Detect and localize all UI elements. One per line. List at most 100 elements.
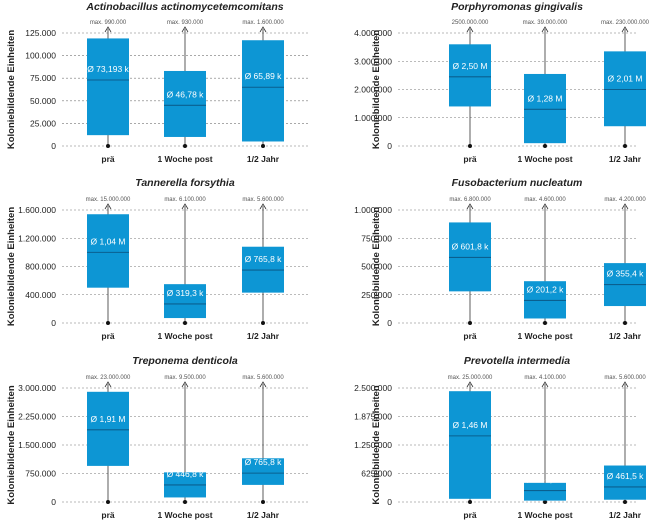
category-label: prä bbox=[463, 331, 477, 341]
mean-label: Ø 46,78 k bbox=[167, 89, 205, 99]
mean-label: Ø 1,04 M bbox=[91, 236, 126, 246]
y-tick-label: 0 bbox=[387, 497, 392, 507]
y-tick-label: 250.000 bbox=[361, 290, 392, 300]
mean-label: Ø 73,193 k bbox=[87, 64, 129, 74]
whisker-arrow bbox=[541, 203, 549, 210]
y-tick-label: 750.000 bbox=[25, 469, 56, 479]
chart-panel: Treponema denticola Koloniebildende Einhe… bbox=[6, 355, 308, 520]
whisker-arrow bbox=[259, 203, 267, 210]
whisker-arrow bbox=[259, 26, 267, 33]
max-label: max. 6.800.000 bbox=[449, 197, 491, 203]
min-point bbox=[261, 321, 265, 325]
y-axis-label: Koloniebildende Einheiten bbox=[371, 30, 382, 149]
mean-label: Ø 65,89 k bbox=[245, 71, 283, 81]
max-label: max. 9.500.000 bbox=[164, 375, 206, 381]
y-tick-label: 400.000 bbox=[25, 290, 56, 300]
y-tick-label: 2.000.000 bbox=[354, 85, 392, 95]
chart-panel: Porphyromonas gingivalis Koloniebildende … bbox=[354, 1, 650, 164]
chart-title: Tannerella forsythia bbox=[135, 177, 235, 189]
max-label: max. 39.000.000 bbox=[523, 20, 568, 26]
chart-title: Fusobacterium nucleatum bbox=[452, 177, 583, 189]
min-point bbox=[183, 321, 187, 325]
category-label: prä bbox=[101, 154, 115, 164]
y-axis-label: Koloniebildende Einheiten bbox=[371, 207, 382, 326]
box bbox=[524, 73, 566, 144]
min-point bbox=[468, 321, 472, 325]
max-label: max. 4.100.000 bbox=[524, 375, 566, 381]
y-tick-label: 1.000.000 bbox=[354, 113, 392, 123]
y-tick-label: 75.000 bbox=[30, 73, 56, 83]
whisker-arrow bbox=[181, 203, 189, 210]
category-label: 1 Woche post bbox=[517, 331, 572, 341]
box bbox=[242, 458, 284, 485]
y-tick-label: 125.000 bbox=[25, 28, 56, 38]
min-point bbox=[623, 321, 627, 325]
y-tick-label: 50.000 bbox=[30, 96, 56, 106]
box bbox=[87, 38, 129, 136]
min-point bbox=[543, 144, 547, 148]
chart-title: Actinobacillus actinomycetemcomitans bbox=[85, 1, 283, 13]
y-tick-label: 1.250.000 bbox=[354, 440, 392, 450]
category-label: 1/2 Jahr bbox=[247, 331, 280, 341]
box bbox=[164, 70, 206, 137]
chart-panel: Prevotella intermedia Koloniebildende Ein… bbox=[354, 355, 646, 520]
category-label: prä bbox=[463, 510, 477, 520]
box bbox=[449, 44, 491, 107]
box bbox=[604, 465, 646, 500]
category-label: 1 Woche post bbox=[157, 510, 212, 520]
max-label: max. 4.200.000 bbox=[604, 197, 646, 203]
mean-label: Ø 319,3 k bbox=[167, 288, 205, 298]
mean-label: Ø 601,8 k bbox=[452, 241, 490, 251]
category-label: 1 Woche post bbox=[157, 331, 212, 341]
y-tick-label: 1.200.000 bbox=[18, 233, 56, 243]
y-tick-label: 1.875.000 bbox=[354, 412, 392, 422]
chart-panel: Fusobacterium nucleatum Koloniebildende E… bbox=[354, 177, 646, 341]
whisker-arrow bbox=[181, 26, 189, 33]
max-label: max. 5.600.000 bbox=[604, 375, 646, 381]
max-label: max. 23.000.000 bbox=[86, 375, 131, 381]
box bbox=[524, 482, 566, 501]
max-label: max. 6.100.000 bbox=[164, 197, 206, 203]
chart-panel: Tannerella forsythia Koloniebildende Einh… bbox=[6, 177, 308, 341]
whisker-arrow bbox=[466, 381, 474, 388]
whisker-arrow bbox=[259, 381, 267, 388]
box bbox=[164, 284, 206, 319]
whisker-arrow bbox=[621, 26, 629, 33]
y-tick-label: 25.000 bbox=[30, 118, 56, 128]
max-label: max. 25.000.000 bbox=[448, 375, 493, 381]
chart-panel: Actinobacillus actinomycetemcomitans Kolo… bbox=[6, 1, 308, 164]
min-point bbox=[261, 144, 265, 148]
box bbox=[449, 222, 491, 292]
mean-label: Ø 286,6 k bbox=[527, 475, 565, 485]
max-label: max. 5.600.000 bbox=[242, 375, 284, 381]
box bbox=[242, 40, 284, 142]
box bbox=[87, 391, 129, 466]
chart-title: Porphyromonas gingivalis bbox=[451, 1, 583, 13]
mean-label: Ø 765,8 k bbox=[245, 457, 283, 467]
category-label: 1/2 Jahr bbox=[609, 510, 642, 520]
y-tick-label: 4.000.000 bbox=[354, 28, 392, 38]
min-point bbox=[106, 500, 110, 504]
min-point bbox=[623, 144, 627, 148]
y-tick-label: 0 bbox=[51, 318, 56, 328]
category-label: 1 Woche post bbox=[157, 154, 212, 164]
y-tick-label: 0 bbox=[387, 141, 392, 151]
max-label: max. 990.000 bbox=[90, 20, 127, 26]
mean-label: Ø 765,8 k bbox=[245, 254, 283, 264]
mean-label: Ø 1,91 M bbox=[91, 414, 126, 424]
y-tick-label: 750.000 bbox=[361, 233, 392, 243]
chart-title: Treponema denticola bbox=[132, 355, 238, 367]
max-label: max. 4.600.000 bbox=[524, 197, 566, 203]
mean-label: Ø 461,5 k bbox=[607, 471, 645, 481]
whisker-arrow bbox=[621, 381, 629, 388]
whisker-arrow bbox=[104, 203, 112, 210]
min-point bbox=[183, 500, 187, 504]
y-tick-label: 1.600.000 bbox=[18, 205, 56, 215]
y-axis-label: Koloniebildende Einheiten bbox=[6, 207, 17, 326]
y-axis-label: Koloniebildende Einheiten bbox=[6, 385, 17, 504]
max-label: 2500.000.000 bbox=[452, 20, 489, 26]
max-label: max. 230.000.000 bbox=[601, 20, 650, 26]
y-tick-label: 500.000 bbox=[361, 262, 392, 272]
